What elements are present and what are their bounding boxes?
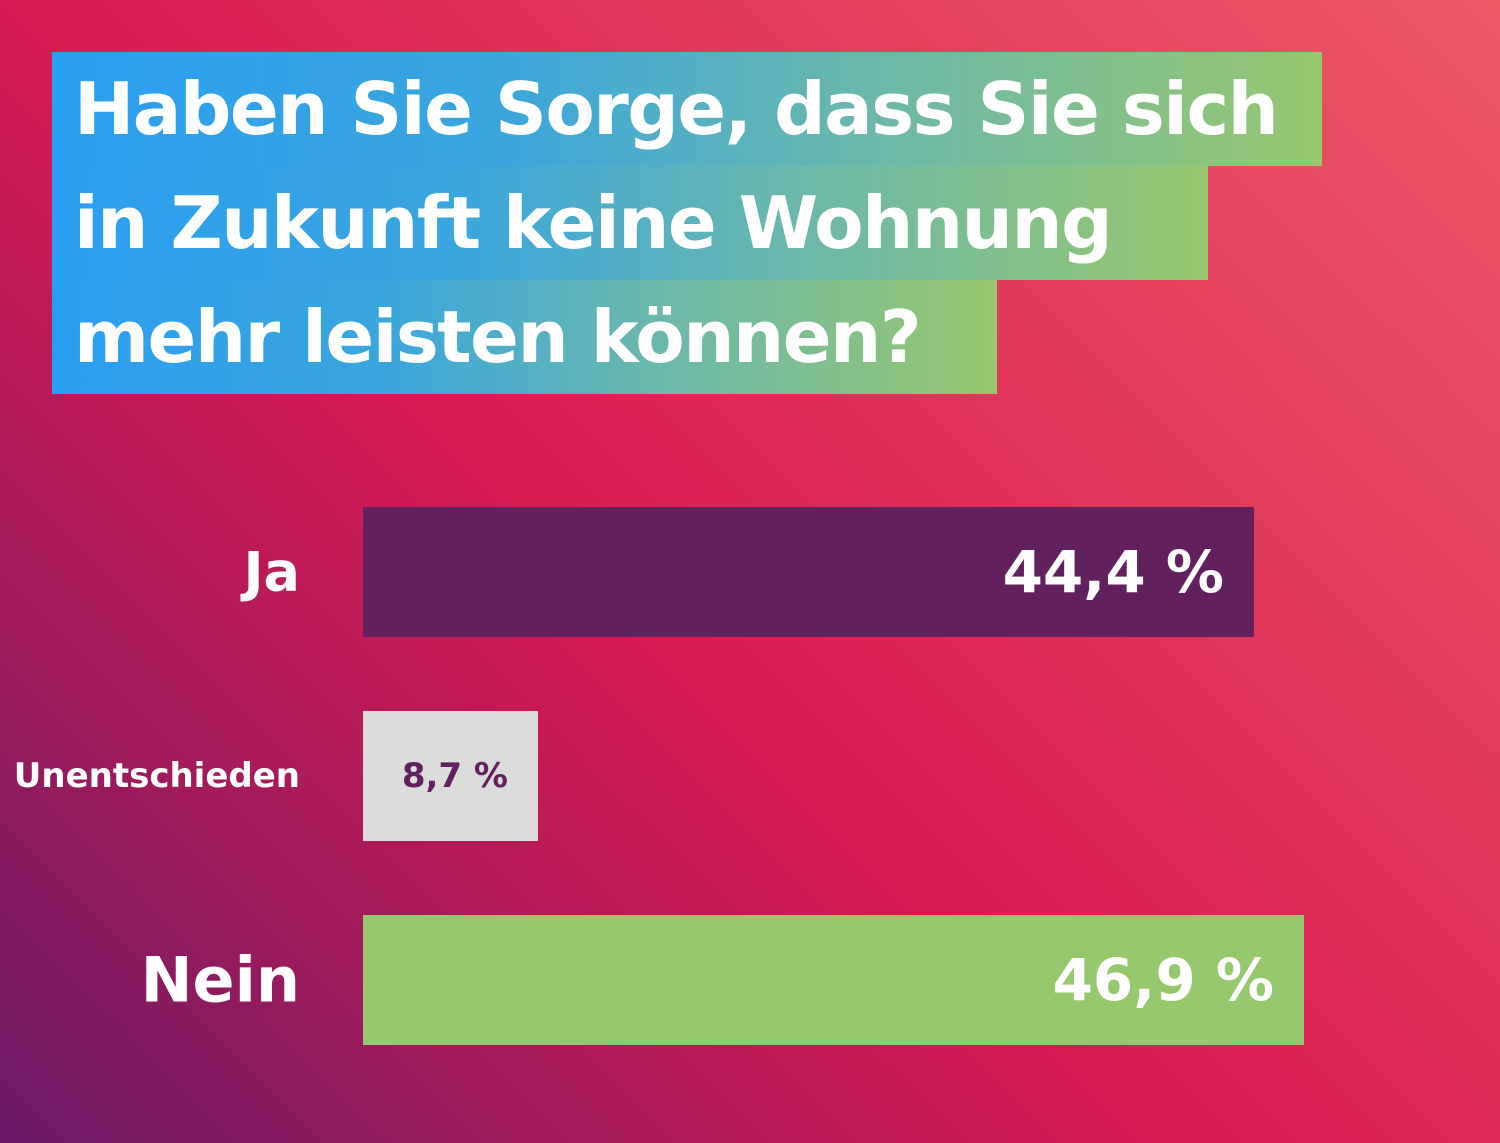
chart-title-line-3: mehr leisten können? bbox=[52, 280, 997, 394]
chart-title-line-1: Haben Sie Sorge, dass Sie sich bbox=[52, 52, 1322, 166]
category-label-ja: Ja bbox=[239, 541, 300, 604]
value-label-ja: 44,4 % bbox=[1003, 538, 1224, 606]
category-label-nein: Nein bbox=[141, 944, 300, 1017]
bar-nein bbox=[363, 915, 1304, 1045]
chart-title-line-2: in Zukunft keine Wohnung bbox=[52, 166, 1208, 280]
bar-unentschieden bbox=[363, 711, 538, 841]
value-label-nein: 46,9 % bbox=[1053, 946, 1274, 1014]
category-label-unentschieden: Unentschieden bbox=[14, 756, 300, 796]
bar-ja bbox=[363, 507, 1254, 637]
value-label-unentschieden: 8,7 % bbox=[402, 756, 508, 796]
